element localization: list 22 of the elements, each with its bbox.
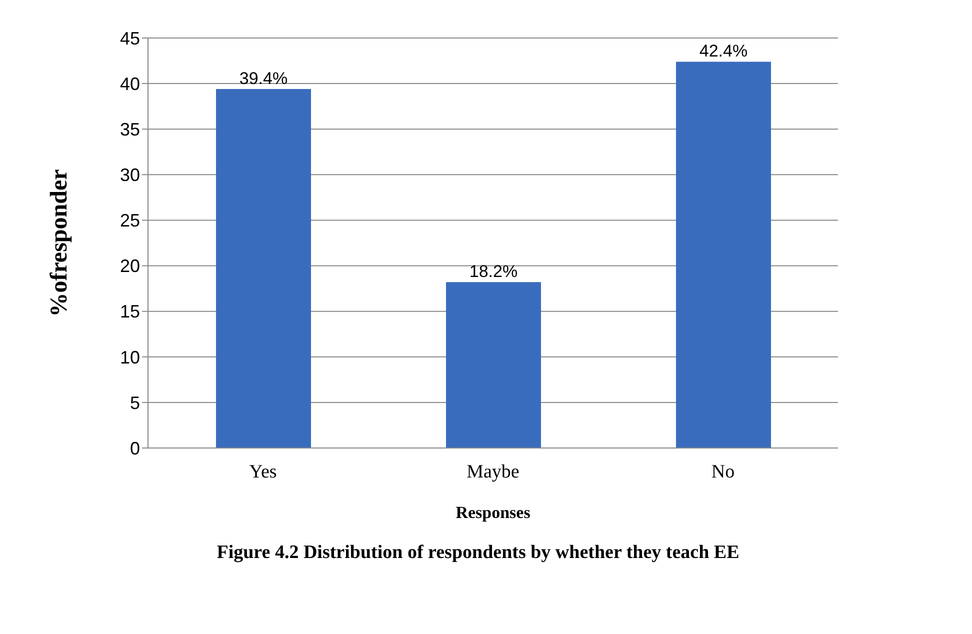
y-tick-label: 0: [130, 438, 140, 458]
bar: [446, 282, 541, 448]
y-tick-label: 10: [120, 347, 140, 368]
y-tick-label: 5: [130, 392, 140, 413]
text: Figure 4.2 Distribution of respondents by whether they teach EE: [216, 542, 740, 564]
x-tick-label: No: [711, 461, 735, 482]
y-axis-title: %ofresponder: [46, 168, 73, 317]
y-tick-label: 20: [120, 256, 140, 276]
y-tick-label: 15: [120, 302, 140, 322]
data-label: 39.4%: [239, 69, 288, 88]
bar: [216, 89, 311, 448]
x-tick-label: Maybe: [466, 461, 520, 482]
x-axis-title: Responses: [456, 503, 531, 522]
y-tick-label: 35: [120, 120, 140, 140]
data-label: 18.2%: [469, 262, 518, 282]
data-label: 42.4%: [699, 42, 748, 61]
x-tick-label: Yes: [249, 461, 277, 482]
y-tick-label: 40: [120, 74, 140, 94]
y-tick-label: 30: [120, 165, 140, 186]
y-tick-label: 45: [120, 28, 140, 48]
y-tick-label: 25: [120, 210, 140, 231]
bar: [676, 62, 771, 448]
